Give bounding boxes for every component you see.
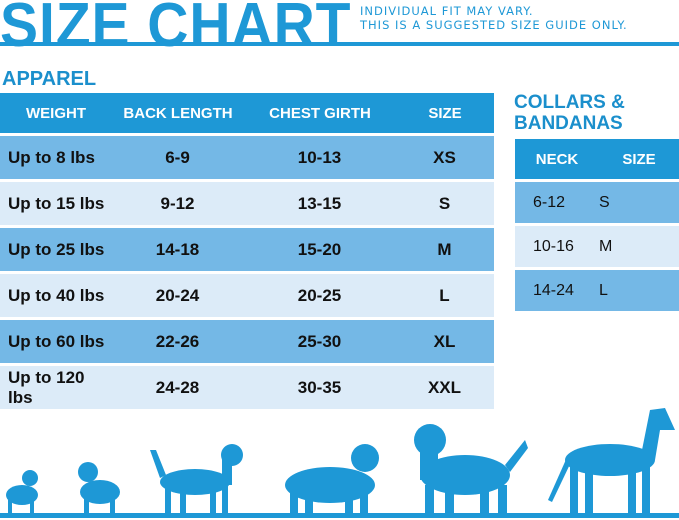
collars-heading: BANDANAS: [514, 113, 623, 134]
table-row: Up to 40 lbs 20-24 20-25 L: [0, 274, 494, 317]
table-cell: L: [599, 270, 679, 311]
table-cell: Up to 60 lbs: [0, 320, 112, 363]
table-cell: XL: [396, 320, 494, 363]
table-cell: Up to 40 lbs: [0, 274, 112, 317]
disclaimer-line: THIS IS A SUGGESTED SIZE GUIDE ONLY.: [360, 18, 628, 32]
table-cell: Up to 8 lbs: [0, 136, 112, 179]
table-cell: M: [396, 228, 494, 271]
table-cell: Up to 15 lbs: [0, 182, 112, 225]
table-cell: 20-25: [244, 274, 396, 317]
table-cell: L: [396, 274, 494, 317]
col-header: NECK: [515, 139, 599, 179]
table-cell: 20-24: [112, 274, 244, 317]
disclaimer: INDIVIDUAL FIT MAY VARY. THIS IS A SUGGE…: [360, 4, 628, 32]
dog-icon: [78, 462, 120, 513]
table-row: Up to 25 lbs 14-18 15-20 M: [0, 228, 494, 271]
dog-icon: [548, 408, 675, 513]
title-divider: [0, 42, 679, 46]
table-cell: S: [599, 182, 679, 223]
table-cell: 6-12: [515, 182, 599, 223]
collars-table: NECK SIZE 6-12 S 10-16 M 14-24 L: [515, 136, 679, 314]
table-cell: XXL: [396, 366, 494, 409]
col-header: CHEST GIRTH: [244, 93, 396, 133]
col-header: SIZE: [599, 139, 679, 179]
table-cell: 25-30: [244, 320, 396, 363]
dog-icon: [150, 444, 243, 513]
col-header: WEIGHT: [0, 93, 112, 133]
apparel-heading: APPAREL: [2, 68, 97, 90]
col-header: BACK LENGTH: [112, 93, 244, 133]
dog-icon: [285, 444, 379, 513]
page-title: SIZE CHART: [0, 0, 352, 60]
table-row: Up to 120 lbs 24-28 30-35 XXL: [0, 366, 494, 409]
table-cell: 10-16: [515, 226, 599, 267]
table-row: 6-12 S: [515, 182, 679, 223]
collars-heading: COLLARS &: [514, 92, 625, 113]
col-header: SIZE: [396, 93, 494, 133]
table-cell: 24-28: [112, 366, 244, 409]
dog-silhouettes-icon: [0, 408, 679, 518]
table-cell: Up to 25 lbs: [0, 228, 112, 271]
table-cell: 14-24: [515, 270, 599, 311]
table-row: Up to 15 lbs 9-12 13-15 S: [0, 182, 494, 225]
table-cell: 13-15: [244, 182, 396, 225]
table-cell: 14-18: [112, 228, 244, 271]
table-cell: 15-20: [244, 228, 396, 271]
table-cell: 9-12: [112, 182, 244, 225]
table-row: 10-16 M: [515, 226, 679, 267]
apparel-table: WEIGHT BACK LENGTH CHEST GIRTH SIZE Up t…: [0, 90, 494, 412]
table-cell: XS: [396, 136, 494, 179]
dog-icon: [6, 470, 38, 513]
table-cell: 10-13: [244, 136, 396, 179]
disclaimer-line: INDIVIDUAL FIT MAY VARY.: [360, 4, 534, 18]
table-row: Up to 60 lbs 22-26 25-30 XL: [0, 320, 494, 363]
table-cell: 30-35: [244, 366, 396, 409]
table-row: Up to 8 lbs 6-9 10-13 XS: [0, 136, 494, 179]
table-cell: Up to 120 lbs: [0, 366, 112, 409]
dog-icon: [414, 424, 528, 513]
table-row: 14-24 L: [515, 270, 679, 311]
table-cell: M: [599, 226, 679, 267]
table-cell: S: [396, 182, 494, 225]
table-cell: 6-9: [112, 136, 244, 179]
table-cell: 22-26: [112, 320, 244, 363]
